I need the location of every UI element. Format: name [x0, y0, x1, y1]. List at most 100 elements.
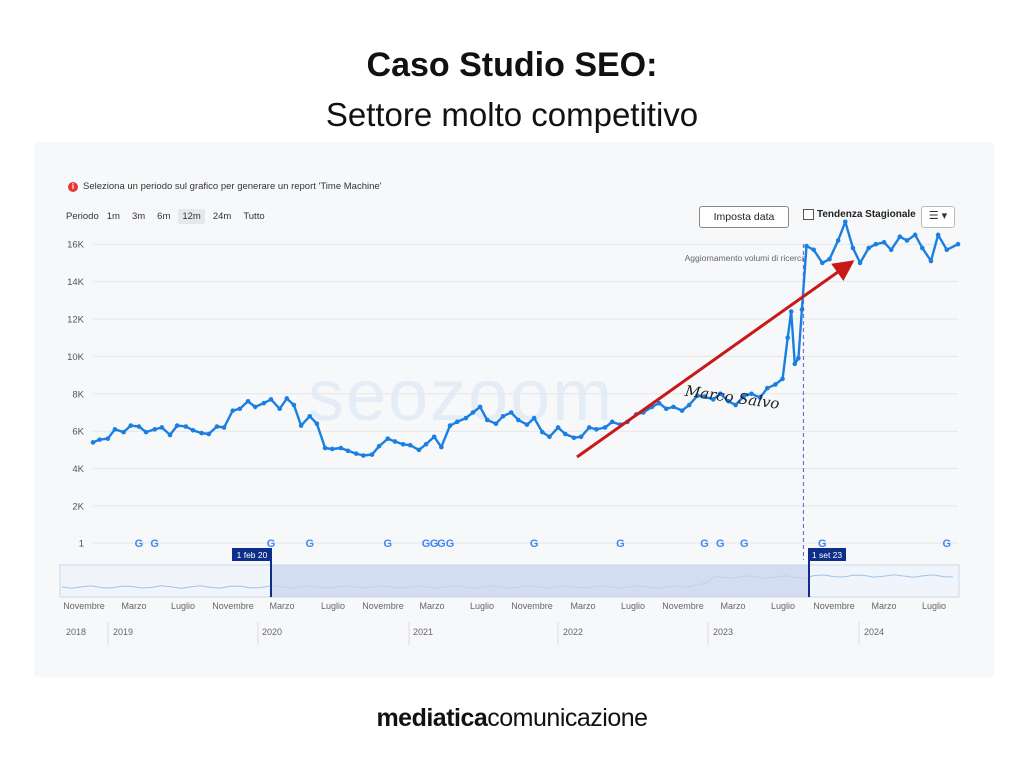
chart-menu-button[interactable]: ☰ ▾	[921, 206, 955, 228]
google-update-icon: G	[446, 538, 455, 550]
data-point	[245, 398, 251, 404]
month-tick-label: Novembre	[362, 601, 404, 611]
annotation-label: Aggiornamento volumi di ricerca	[685, 253, 807, 263]
month-tick-label: Novembre	[63, 601, 105, 611]
data-point	[214, 424, 220, 429]
month-tick-label: Marzo	[269, 601, 294, 611]
data-point	[726, 398, 731, 404]
data-point	[291, 402, 297, 408]
data-point	[152, 427, 158, 432]
data-point	[718, 391, 723, 397]
seasonal-trend-toggle[interactable]: Tendenza Stagionale	[803, 209, 916, 220]
data-point	[792, 361, 798, 367]
data-point	[477, 404, 483, 410]
data-point	[431, 434, 437, 440]
month-tick-label: Luglio	[321, 601, 345, 611]
navigator-selection	[271, 565, 809, 597]
data-point	[785, 335, 790, 341]
google-update-icon: G	[437, 538, 446, 550]
data-point	[850, 245, 856, 251]
data-point	[773, 382, 778, 387]
trend-arrow	[576, 260, 855, 459]
google-update-icon: G	[942, 538, 951, 550]
data-point	[338, 445, 344, 451]
data-point	[842, 219, 848, 225]
data-point	[252, 404, 258, 410]
data-point	[788, 309, 794, 314]
year-tick-label: 2021	[413, 627, 433, 637]
year-tick-label: 2020	[262, 627, 282, 637]
navigator-end-label: 1 set 23	[812, 550, 843, 560]
data-point	[237, 406, 243, 412]
year-tick-label: 2024	[864, 627, 884, 637]
google-update-icon: G	[740, 538, 749, 550]
set-date-button[interactable]: Imposta data	[699, 206, 789, 228]
watermark-logo: seozoom	[308, 356, 614, 436]
data-point	[873, 241, 879, 247]
google-update-icon: G	[818, 538, 827, 550]
data-point	[128, 423, 134, 428]
data-point	[136, 424, 142, 429]
period-label: Periodo	[66, 211, 99, 222]
data-point	[174, 423, 180, 428]
data-point	[105, 436, 111, 441]
period-button-tutto[interactable]: Tutto	[243, 211, 265, 222]
navigator-start-badge	[232, 548, 272, 561]
navigator-end-badge	[808, 548, 846, 561]
data-point	[230, 408, 236, 413]
data-point	[749, 391, 754, 397]
month-tick-label: Marzo	[419, 601, 444, 611]
data-point	[928, 258, 934, 264]
data-point	[594, 427, 599, 432]
data-point	[540, 429, 545, 435]
period-button-3m[interactable]: 3m	[131, 211, 146, 222]
data-point	[261, 400, 267, 406]
data-point	[804, 243, 809, 249]
y-tick-label: 14K	[67, 277, 85, 288]
data-point	[463, 415, 469, 421]
data-point	[345, 448, 351, 454]
data-point	[710, 397, 716, 402]
month-tick-label: Marzo	[720, 601, 745, 611]
data-point	[90, 440, 96, 445]
data-point	[757, 395, 763, 400]
info-text: Seleziona un periodo sul grafico per gen…	[83, 181, 382, 192]
data-point	[97, 437, 102, 442]
data-point	[663, 406, 669, 412]
data-point	[353, 451, 359, 456]
period-button-12m[interactable]: 12m	[178, 209, 205, 224]
month-tick-label: Marzo	[121, 601, 146, 611]
data-point	[827, 256, 832, 262]
year-tick-label: 2023	[713, 627, 733, 637]
data-point	[524, 422, 530, 427]
data-point	[780, 376, 785, 382]
data-point	[508, 410, 514, 415]
data-point	[376, 443, 382, 449]
data-point	[361, 453, 366, 458]
period-button-1m[interactable]: 1m	[106, 211, 120, 222]
year-tick-label: 2019	[113, 627, 133, 637]
data-point	[314, 421, 320, 427]
data-point	[307, 413, 313, 419]
data-point	[820, 260, 825, 266]
month-tick-label: Luglio	[171, 601, 195, 611]
data-point	[493, 421, 499, 427]
period-button-24m[interactable]: 24m	[212, 211, 232, 222]
data-point	[897, 234, 903, 240]
period-button-6m[interactable]: 6m	[157, 211, 171, 222]
month-tick-label: Marzo	[871, 601, 896, 611]
seasonal-checkbox[interactable]	[803, 209, 814, 220]
google-update-icon: G	[422, 538, 431, 550]
google-update-icon: G	[430, 538, 439, 550]
data-point	[470, 410, 476, 415]
data-point	[183, 424, 189, 429]
google-update-icon: G	[616, 538, 625, 550]
year-tick-label: 2022	[563, 627, 583, 637]
data-point	[811, 247, 816, 253]
google-update-icon: G	[305, 538, 314, 550]
data-point	[578, 434, 584, 440]
year-tick-label: 2018	[66, 627, 86, 637]
y-tick-label: 1	[79, 539, 84, 550]
data-point	[866, 245, 872, 251]
